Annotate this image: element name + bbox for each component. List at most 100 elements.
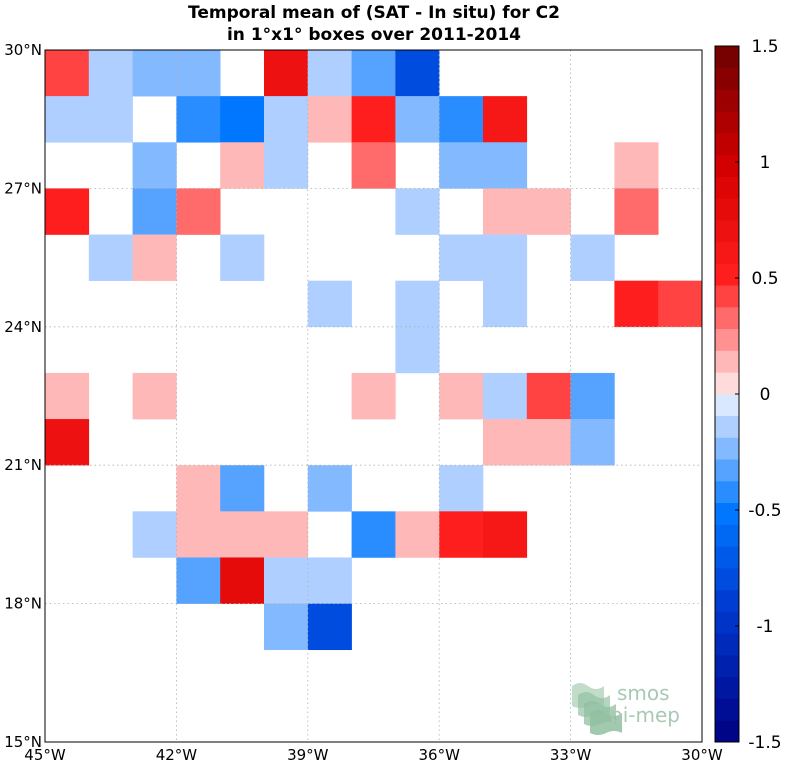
heatmap-cell (570, 372, 615, 420)
colorbar-segment (715, 676, 739, 699)
x-tick-label: 36°W (418, 746, 460, 763)
smos-pi-mep-logo: smos pi-mep (572, 681, 680, 735)
logo-text-smos: smos (617, 681, 670, 705)
heatmap-cell (658, 280, 703, 328)
heatmap-cell (307, 465, 352, 512)
colorbar-tick-label: -0.5 (748, 501, 781, 521)
colorbar-segment (715, 524, 739, 547)
heatmap-cell (220, 96, 265, 143)
heatmap-cell (483, 96, 528, 143)
heatmap-cell (395, 50, 440, 97)
colorbar-tick-label: 0 (760, 385, 771, 405)
heatmap-cell (439, 142, 484, 189)
heatmap-cell (264, 96, 309, 143)
heatmap-cell (614, 188, 659, 235)
heatmap-cell (132, 234, 177, 281)
colorbar-segment (715, 502, 739, 525)
x-tick-label: 30°W (681, 746, 723, 763)
heatmap-cell (614, 142, 659, 189)
colorbar-segment (715, 698, 739, 721)
colorbar-segment (715, 328, 739, 351)
colorbar-tick-label: -1 (757, 617, 774, 637)
heatmap-cell (439, 465, 484, 512)
y-tick-label: 21°N (4, 456, 42, 474)
heatmap-cell (264, 511, 309, 558)
x-tick-label: 42°W (156, 746, 198, 763)
heatmap-cell (439, 511, 484, 558)
colorbar-segment (715, 263, 739, 286)
colorbar (714, 45, 740, 743)
heatmap-cell (395, 96, 440, 143)
heatmap-cell (395, 326, 440, 374)
colorbar-segment (715, 589, 739, 612)
plot-frame (44, 49, 703, 743)
y-tick-label: 27°N (4, 179, 42, 197)
y-tick-label: 18°N (4, 595, 42, 613)
heatmap-cell (351, 96, 396, 143)
heatmap-cell (176, 188, 221, 235)
heatmap-cell (220, 465, 265, 512)
colorbar-segment (715, 285, 739, 308)
heatmap-cell (220, 511, 265, 558)
heatmap-cell (176, 96, 221, 143)
colorbar-segment (715, 481, 739, 504)
heatmap-cell (483, 142, 528, 189)
colorbar-tick-label: 0.5 (751, 269, 778, 289)
heatmap-cell (88, 96, 133, 143)
heatmap-cell (570, 419, 615, 466)
heatmap-cell (307, 96, 352, 143)
heatmap-cell (176, 511, 221, 558)
colorbar-segment (715, 611, 739, 634)
heatmap-cell (45, 50, 90, 97)
colorbar-segment (715, 415, 739, 438)
heatmap-cell (483, 280, 528, 328)
x-tick-labels: 45°W 42°W 39°W 36°W 33°W 30°W (24, 746, 723, 763)
colorbar-tick-label: 1.5 (751, 37, 778, 57)
colorbar-segment (715, 372, 739, 395)
heatmap-cell (395, 280, 440, 328)
heatmap-cell (570, 234, 615, 281)
heatmap-cell (220, 557, 265, 604)
colorbar-segment (715, 89, 739, 112)
chart-title-line-1: Temporal mean of (SAT - In situ) for C2 (188, 3, 560, 23)
colorbar-segment (715, 350, 739, 373)
heatmap-cell (395, 188, 440, 235)
x-tick-label: 45°W (24, 746, 66, 763)
heatmap-cell (483, 188, 528, 235)
heatmap-cell (439, 234, 484, 281)
heatmap-cell (351, 372, 396, 420)
heatmap-cell (351, 142, 396, 189)
x-tick-label: 39°W (287, 746, 329, 763)
colorbar-segment (715, 546, 739, 569)
heatmap-cell (526, 372, 571, 420)
heatmap-cell (176, 557, 221, 604)
logo-mark-icon (572, 683, 622, 735)
heatmap-cell (307, 280, 352, 328)
heatmap-cell (132, 50, 177, 97)
colorbar-segment (715, 307, 739, 330)
heatmap-cell (307, 603, 352, 651)
colorbar-segment (715, 437, 739, 460)
colorbar-segment (715, 198, 739, 221)
heatmap-cell (483, 511, 528, 558)
colorbar-segment (715, 568, 739, 591)
colorbar-tick-labels: 1.5 1 0.5 0 -0.5 -1 -1.5 (735, 37, 782, 753)
colorbar-tick-label: 1 (760, 153, 771, 173)
colorbar-segment (715, 46, 739, 69)
colorbar-segment (715, 241, 739, 264)
y-tick-label: 24°N (4, 318, 42, 336)
heatmap-cell (176, 465, 221, 512)
heatmap-cell (45, 188, 90, 235)
colorbar-segment (715, 220, 739, 243)
heatmap-cell (220, 234, 265, 281)
heatmap-cell (220, 142, 265, 189)
heatmap-cell (526, 188, 571, 235)
heatmap-cell (132, 188, 177, 235)
colorbar-segment (715, 394, 739, 417)
heatmap-cell (483, 372, 528, 420)
heatmap-cell (483, 234, 528, 281)
colorbar-segment (715, 633, 739, 656)
heatmap-cell (45, 419, 90, 466)
y-tick-labels: 15°N 18°N 21°N 24°N 27°N 30°N (4, 41, 42, 751)
